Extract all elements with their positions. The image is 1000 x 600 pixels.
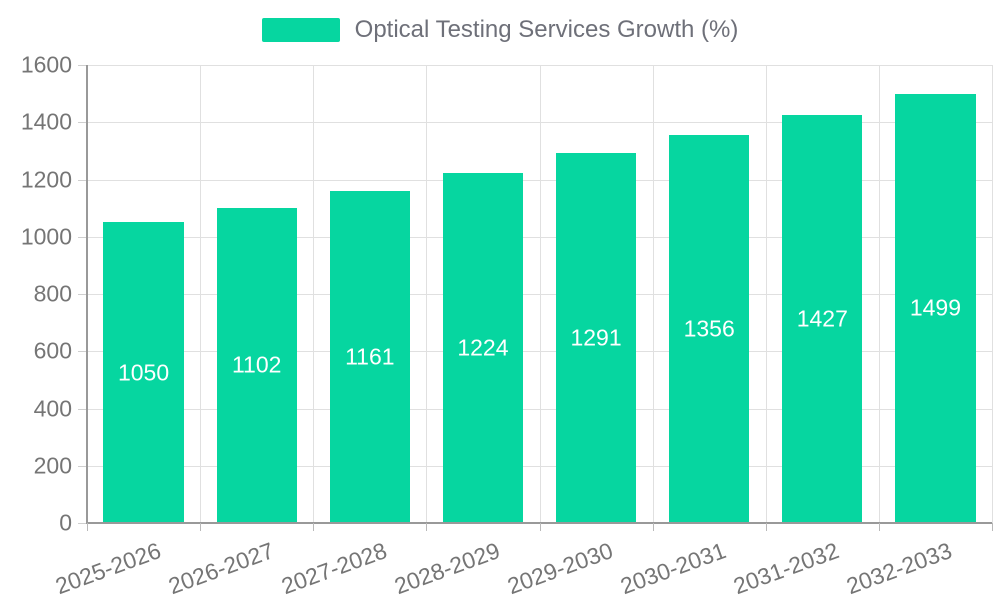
legend-swatch — [261, 18, 340, 42]
x-axis-tick — [200, 523, 202, 531]
bar-value-label: 1356 — [683, 315, 735, 342]
bar-value-label: 1224 — [457, 334, 509, 361]
y-axis-tick-label: 1600 — [20, 51, 72, 78]
bar-slot: 1499 — [879, 65, 992, 523]
bar-value-label: 1161 — [345, 343, 395, 370]
y-axis-tick — [78, 65, 86, 66]
x-axis-labels: 2025-2026 2026-2027 2027-2028 2028-2029 2029… — [52, 533, 992, 599]
bar[interactable]: 1224 — [442, 172, 524, 523]
gridline-vertical — [539, 65, 541, 523]
bar-value-label: 1050 — [117, 359, 170, 386]
bar-slot: 1224 — [426, 65, 539, 523]
y-axis-tick — [78, 351, 86, 353]
x-axis-tick — [992, 523, 993, 531]
gridline-vertical — [200, 65, 202, 523]
x-axis-tick — [765, 523, 767, 531]
y-axis-tick — [78, 122, 86, 124]
y-axis-tick — [78, 236, 86, 238]
gridline-vertical — [426, 65, 428, 523]
x-axis-tick — [426, 523, 428, 531]
legend-label: Optical Testing Services Growth (%) — [354, 16, 739, 43]
y-axis-tick-label: 0 — [59, 509, 72, 536]
bar-slot: 1050 — [87, 65, 200, 523]
bar[interactable]: 1161 — [329, 190, 410, 523]
plot-area: 1050 1102 1161 1224 1291 1356 1427 1499 — [78, 65, 993, 531]
bar-slot: 1291 — [540, 65, 653, 523]
y-axis-tick-label: 800 — [33, 280, 72, 307]
y-axis-tick-label: 400 — [33, 395, 72, 421]
y-axis-tick — [78, 294, 86, 295]
gridline-vertical — [878, 65, 880, 523]
gridline-vertical — [992, 65, 993, 523]
x-axis-tick — [313, 523, 315, 531]
bar-slot: 1161 — [313, 65, 426, 523]
bar[interactable]: 1356 — [669, 134, 750, 523]
gridline-vertical — [652, 65, 654, 523]
y-axis-line — [86, 65, 88, 523]
bar-slot: 1356 — [653, 65, 766, 523]
y-axis-tick-label: 200 — [33, 452, 72, 479]
gridline-vertical — [765, 65, 767, 523]
y-axis-tick-label: 1200 — [20, 166, 72, 192]
x-axis-tick — [87, 523, 88, 531]
y-axis-tick — [78, 408, 86, 410]
y-axis-tick — [78, 523, 86, 524]
bar-slot: 1102 — [200, 65, 313, 523]
y-axis-tick — [78, 465, 86, 467]
legend[interactable]: Optical Testing Services Growth (%) — [0, 18, 1000, 42]
bar-value-label: 1291 — [570, 324, 622, 351]
bar[interactable]: 1102 — [216, 207, 297, 523]
bar[interactable]: 1499 — [895, 93, 976, 523]
y-axis-labels: 0 200 400 600 800 1000 1200 1400 1600 — [0, 53, 72, 534]
x-axis-tick — [539, 523, 541, 531]
x-axis-tick — [878, 523, 880, 531]
y-axis-tick-label: 1400 — [20, 108, 72, 135]
bar[interactable]: 1427 — [782, 114, 863, 523]
bar-slot: 1427 — [766, 65, 879, 523]
bar-value-label: 1102 — [231, 351, 282, 378]
x-axis-line — [86, 522, 992, 524]
gridline-vertical — [313, 65, 315, 523]
bar[interactable]: 1050 — [103, 222, 184, 523]
bar-value-label: 1499 — [909, 294, 962, 321]
y-axis-tick-label: 600 — [33, 337, 72, 364]
bar[interactable]: 1291 — [555, 153, 637, 523]
y-axis-tick — [78, 179, 86, 181]
y-axis-tick-label: 1000 — [20, 223, 72, 250]
x-axis-tick — [652, 523, 654, 531]
bar-value-label: 1427 — [796, 305, 848, 332]
bars-container: 1050 1102 1161 1224 1291 1356 1427 1499 — [87, 65, 992, 523]
